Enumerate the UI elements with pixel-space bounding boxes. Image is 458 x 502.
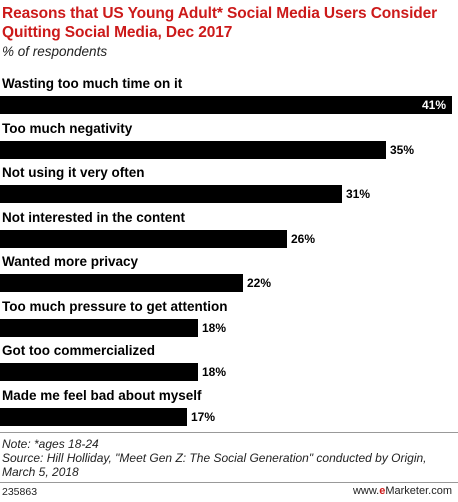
bar xyxy=(0,185,342,203)
chart-id: 235863 xyxy=(2,486,38,498)
category-label: Wanted more privacy xyxy=(2,254,139,269)
bar-row: Wanted more privacy 22% xyxy=(0,254,458,298)
bar-row: Got too commercialized 18% xyxy=(0,343,458,387)
data-label: 18% xyxy=(202,320,227,335)
data-label: 31% xyxy=(346,187,371,201)
brand-accent: e xyxy=(379,485,386,497)
brand-name: Marketer.com xyxy=(385,485,452,497)
bar xyxy=(0,229,287,248)
category-label: Not using it very often xyxy=(2,165,145,180)
bar-row: Made me feel bad about myself 17% xyxy=(0,388,458,432)
data-label: 17% xyxy=(191,409,216,424)
category-label: Made me feel bad about myself xyxy=(2,387,202,403)
chart-title: Reasons that US Young Adult* Social Medi… xyxy=(2,5,438,41)
brand-link[interactable]: www.eMarketer.com xyxy=(353,485,452,497)
data-label: 22% xyxy=(247,276,272,290)
category-label: Got too commercialized xyxy=(2,343,156,358)
data-label: 26% xyxy=(291,231,316,246)
bar-row: Not using it very often 31% xyxy=(0,165,458,209)
footnote: Note: *ages 18-24 xyxy=(2,437,99,451)
bar xyxy=(0,407,187,426)
bar xyxy=(0,274,243,292)
category-label: Not interested in the content xyxy=(2,209,186,225)
bar-row: Wasting too much time on it 41% xyxy=(0,76,458,120)
bar xyxy=(0,140,386,159)
bar-row: Too much negativity 35% xyxy=(0,121,458,165)
category-label: Too much pressure to get attention xyxy=(2,298,228,314)
category-label: Too much negativity xyxy=(2,120,133,136)
source-text: Source: Hill Holliday, "Meet Gen Z: The … xyxy=(2,451,427,479)
bar-chart: Wasting too much time on it 41% Too much n… xyxy=(0,70,458,430)
data-label: 18% xyxy=(202,365,227,379)
chart-subtitle: % of respondents xyxy=(2,44,108,59)
bar xyxy=(0,318,198,337)
bar-row: Too much pressure to get attention 18% xyxy=(0,299,458,343)
footer-divider xyxy=(0,432,458,433)
bar xyxy=(0,96,452,114)
brand-prefix: www. xyxy=(352,485,380,497)
bar xyxy=(0,363,198,381)
bar-row: Not interested in the content 26% xyxy=(0,210,458,254)
data-label: 41% xyxy=(422,98,447,112)
data-label: 35% xyxy=(390,142,415,157)
category-label: Wasting too much time on it xyxy=(2,76,183,91)
bottom-divider xyxy=(0,482,458,483)
footer-note-block: Note: *ages 18-24 Source: Hill Holliday,… xyxy=(2,437,452,479)
